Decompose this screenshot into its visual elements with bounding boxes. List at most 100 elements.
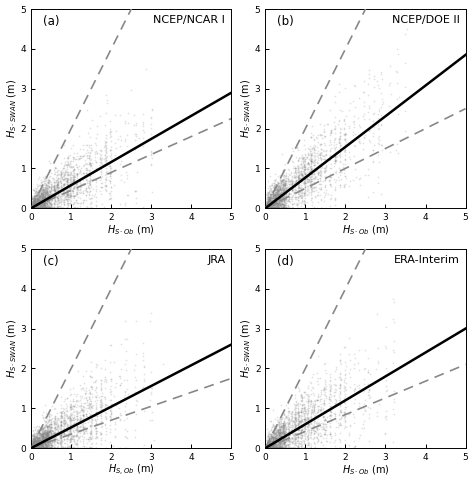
Point bbox=[285, 437, 292, 445]
Point bbox=[288, 429, 296, 437]
Point bbox=[31, 194, 38, 202]
Point bbox=[36, 204, 44, 212]
Point bbox=[45, 416, 53, 424]
Point bbox=[31, 199, 38, 207]
Point bbox=[273, 192, 280, 200]
Point bbox=[285, 193, 292, 201]
Point bbox=[308, 195, 315, 202]
Point bbox=[32, 198, 39, 206]
Point bbox=[51, 424, 58, 431]
Point bbox=[54, 197, 62, 205]
Point bbox=[70, 433, 77, 441]
Point bbox=[64, 174, 72, 182]
Point bbox=[42, 431, 49, 439]
Point bbox=[268, 204, 276, 212]
Point bbox=[40, 195, 47, 203]
Point bbox=[69, 432, 77, 440]
Point bbox=[300, 174, 307, 182]
Point bbox=[86, 160, 94, 168]
Point bbox=[92, 176, 100, 183]
Point bbox=[67, 186, 74, 194]
Point bbox=[298, 172, 306, 180]
Point bbox=[39, 191, 46, 198]
Point bbox=[80, 412, 88, 420]
Point bbox=[301, 198, 309, 206]
Point bbox=[264, 442, 272, 450]
Point bbox=[57, 183, 64, 191]
Point bbox=[92, 147, 100, 154]
Point bbox=[292, 176, 300, 184]
Point bbox=[336, 151, 343, 158]
Point bbox=[60, 181, 67, 188]
Point bbox=[292, 434, 300, 441]
Point bbox=[330, 136, 338, 144]
Point bbox=[307, 400, 314, 408]
Point bbox=[51, 444, 59, 452]
Point bbox=[32, 198, 39, 206]
Point bbox=[321, 378, 329, 386]
Point bbox=[32, 204, 39, 212]
Point bbox=[64, 160, 72, 168]
Point bbox=[268, 204, 276, 212]
Point bbox=[307, 147, 314, 154]
Point bbox=[28, 444, 36, 452]
Point bbox=[88, 177, 96, 184]
Point bbox=[87, 204, 95, 212]
Point bbox=[335, 384, 343, 392]
Point bbox=[106, 341, 114, 348]
Point bbox=[31, 204, 39, 212]
Point bbox=[319, 444, 327, 452]
Point bbox=[54, 181, 62, 188]
Point bbox=[336, 381, 343, 389]
Point bbox=[331, 414, 338, 422]
Point bbox=[27, 444, 35, 452]
Point bbox=[51, 444, 59, 452]
Point bbox=[56, 414, 64, 422]
Point bbox=[41, 198, 49, 206]
Point bbox=[298, 185, 306, 193]
Point bbox=[291, 415, 299, 423]
Point bbox=[269, 204, 277, 212]
Point bbox=[264, 202, 272, 210]
Point bbox=[38, 443, 46, 451]
Point bbox=[86, 179, 93, 187]
Point bbox=[264, 439, 271, 447]
Point bbox=[56, 419, 64, 426]
Point bbox=[101, 401, 109, 408]
Point bbox=[272, 434, 280, 441]
Point bbox=[31, 193, 38, 200]
Point bbox=[33, 444, 41, 452]
Point bbox=[45, 204, 53, 212]
Point bbox=[29, 204, 37, 212]
Point bbox=[89, 175, 97, 182]
Point bbox=[281, 432, 288, 439]
Point bbox=[60, 420, 67, 428]
Point bbox=[276, 183, 284, 191]
Point bbox=[310, 181, 318, 188]
Point bbox=[70, 443, 78, 451]
Point bbox=[61, 187, 68, 195]
Point bbox=[284, 441, 292, 449]
Point bbox=[36, 425, 44, 433]
Point bbox=[287, 412, 295, 420]
Point bbox=[42, 186, 50, 194]
Point bbox=[312, 186, 320, 194]
Point bbox=[281, 432, 288, 440]
Point bbox=[38, 429, 46, 437]
Point bbox=[271, 440, 279, 448]
Point bbox=[44, 187, 51, 195]
Point bbox=[54, 194, 62, 202]
Point bbox=[147, 368, 155, 376]
Point bbox=[64, 190, 72, 197]
Point bbox=[332, 196, 339, 204]
Point bbox=[276, 191, 284, 198]
Point bbox=[38, 441, 46, 449]
Point bbox=[326, 396, 334, 404]
Point bbox=[46, 434, 54, 441]
Point bbox=[44, 437, 52, 445]
Point bbox=[304, 175, 311, 182]
Point bbox=[270, 204, 277, 212]
Point bbox=[32, 204, 39, 212]
Point bbox=[298, 402, 306, 409]
Point bbox=[35, 438, 42, 446]
